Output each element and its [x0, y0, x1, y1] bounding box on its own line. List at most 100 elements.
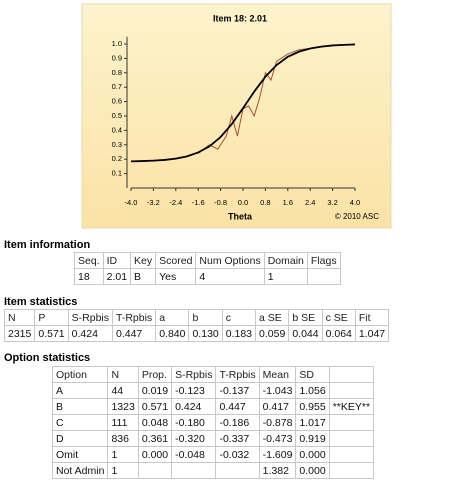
table-cell: 2315: [3, 325, 36, 342]
table-cell: 111: [107, 414, 139, 431]
header-cell: b SE: [288, 309, 323, 326]
table-cell: -1.609: [258, 446, 297, 463]
table-cell: [328, 446, 375, 463]
table-cell: C: [51, 414, 109, 431]
header-cell: T-Rpbis: [111, 309, 157, 326]
table-cell: 0.447: [215, 398, 260, 415]
x-tick-label: 4.0: [350, 198, 360, 207]
table-cell: 0.048: [137, 414, 173, 431]
table-cell: D: [51, 430, 109, 447]
table-cell: 0.183: [221, 325, 257, 342]
table-cell: 1.047: [354, 325, 390, 342]
table-cell: -0.137: [215, 382, 260, 399]
header-cell: SD: [295, 366, 330, 383]
table-cell: -0.048: [171, 446, 217, 463]
table-cell: Yes: [155, 268, 197, 285]
option-statistics-table: Option N Prop. S-Rpbis T-Rpbis Mean SD A 44 0.019…: [51, 366, 375, 479]
table-cell: 0.000: [295, 462, 330, 479]
table-cell: A: [51, 382, 109, 399]
table-cell: 1: [107, 462, 139, 479]
table-cell: -0.123: [171, 382, 217, 399]
header-cell: P: [34, 309, 69, 326]
table-row: D 836 0.361 -0.320 -0.337 -0.473 0.919: [51, 430, 375, 447]
table-cell: 1: [107, 446, 139, 463]
table-row: 18 2.01 B Yes 4 1: [74, 268, 341, 285]
table-cell: 0.044: [288, 325, 323, 342]
table-row: Seq. ID Key Scored Num Options Domain Flags: [74, 252, 341, 269]
header-cell: Domain: [263, 252, 308, 269]
x-tick-label: 0.0: [238, 198, 248, 207]
header-cell: Flags: [306, 252, 341, 269]
y-tick-label: 0.2: [112, 154, 122, 163]
chart-title: Item 18: 2.01: [213, 13, 267, 23]
table-row: A 44 0.019 -0.123 -0.137 -1.043 1.056: [51, 382, 375, 399]
table-cell: -0.180: [171, 414, 217, 431]
y-tick-label: 0.8: [112, 68, 122, 77]
copyright: © 2010 ASC: [335, 212, 379, 221]
header-cell: c SE: [321, 309, 356, 326]
x-tick-label: -3.2: [147, 198, 160, 207]
chart: Item 18: 2.01 Theta © 2010 ASC -4.0 -3.2-…: [81, 3, 392, 229]
table-cell: [328, 462, 375, 479]
table-cell: 0.064: [321, 325, 356, 342]
y-tick-label: 0.5: [112, 111, 122, 120]
header-cell: Fit: [354, 309, 390, 326]
header-cell: Scored: [155, 252, 197, 269]
table-cell: 18: [74, 268, 104, 285]
table-cell: 0.919: [295, 430, 330, 447]
table-cell: 0.000: [137, 446, 173, 463]
header-cell: c: [221, 309, 257, 326]
table-cell: -0.320: [171, 430, 217, 447]
header-cell: a: [155, 309, 190, 326]
table-cell: [171, 462, 217, 479]
header-cell: b: [188, 309, 223, 326]
table-cell: 0.840: [155, 325, 190, 342]
table-cell: 0.424: [67, 325, 114, 342]
table-cell: B: [51, 398, 109, 415]
y-tick-label: 0.1: [112, 169, 122, 178]
x-tick-label: 2.4: [305, 198, 315, 207]
table-cell: 0.571: [34, 325, 69, 342]
table-cell: -0.186: [215, 414, 260, 431]
table-cell: 1323: [107, 398, 139, 415]
item-statistics-table: N P S-Rpbis T-Rpbis a b c a SE b SE c SE Fit 2315 0.…: [3, 309, 390, 342]
table-cell: [328, 382, 375, 399]
header-cell: [328, 366, 375, 383]
item-information-table: Seq. ID Key Scored Num Options Domain Flags 18 2…: [74, 252, 341, 285]
x-tick-label: -2.4: [169, 198, 182, 207]
x-tick-label: -0.8: [214, 198, 227, 207]
table-cell: **KEY**: [328, 398, 375, 415]
table-cell: [215, 462, 260, 479]
table-cell: -0.032: [215, 446, 260, 463]
section-title: Option statistics: [4, 352, 91, 364]
table-cell: 1: [263, 268, 308, 285]
table-cell: B: [130, 268, 157, 285]
table-cell: 1.056: [295, 382, 330, 399]
header-cell: Key: [130, 252, 157, 269]
header-cell: Prop.: [137, 366, 173, 383]
table-row: C 111 0.048 -0.180 -0.186 -0.878 1.017: [51, 414, 375, 431]
table-row: Omit 1 0.000 -0.048 -0.032 -1.609 0.000: [51, 446, 375, 463]
table-cell: 0.955: [295, 398, 330, 415]
table-cell: 0.019: [137, 382, 173, 399]
x-tick-label: 3.2: [327, 198, 337, 207]
header-cell: N: [3, 309, 36, 326]
table-cell: 0.447: [111, 325, 157, 342]
y-tick-label: 0.6: [112, 97, 122, 106]
table-cell: 0.059: [255, 325, 290, 342]
table-cell: 836: [107, 430, 139, 447]
table-cell: [306, 268, 341, 285]
x-axis-label: Theta: [228, 211, 253, 221]
x-tick-label: 1.6: [283, 198, 293, 207]
table-row: N P S-Rpbis T-Rpbis a b c a SE b SE c SE Fit: [3, 309, 390, 326]
table-cell: [328, 414, 375, 431]
header-cell: a SE: [255, 309, 290, 326]
table-cell: 0.417: [258, 398, 297, 415]
y-tick-label: 0.9: [112, 53, 122, 62]
series-line: [130, 43, 356, 163]
table-row: Option N Prop. S-Rpbis T-Rpbis Mean SD: [51, 366, 375, 383]
section-title: Item information: [4, 239, 91, 251]
table-cell: 0.424: [171, 398, 217, 415]
x-tick-label: -1.6: [192, 198, 205, 207]
table-cell: 2.01: [102, 268, 132, 285]
